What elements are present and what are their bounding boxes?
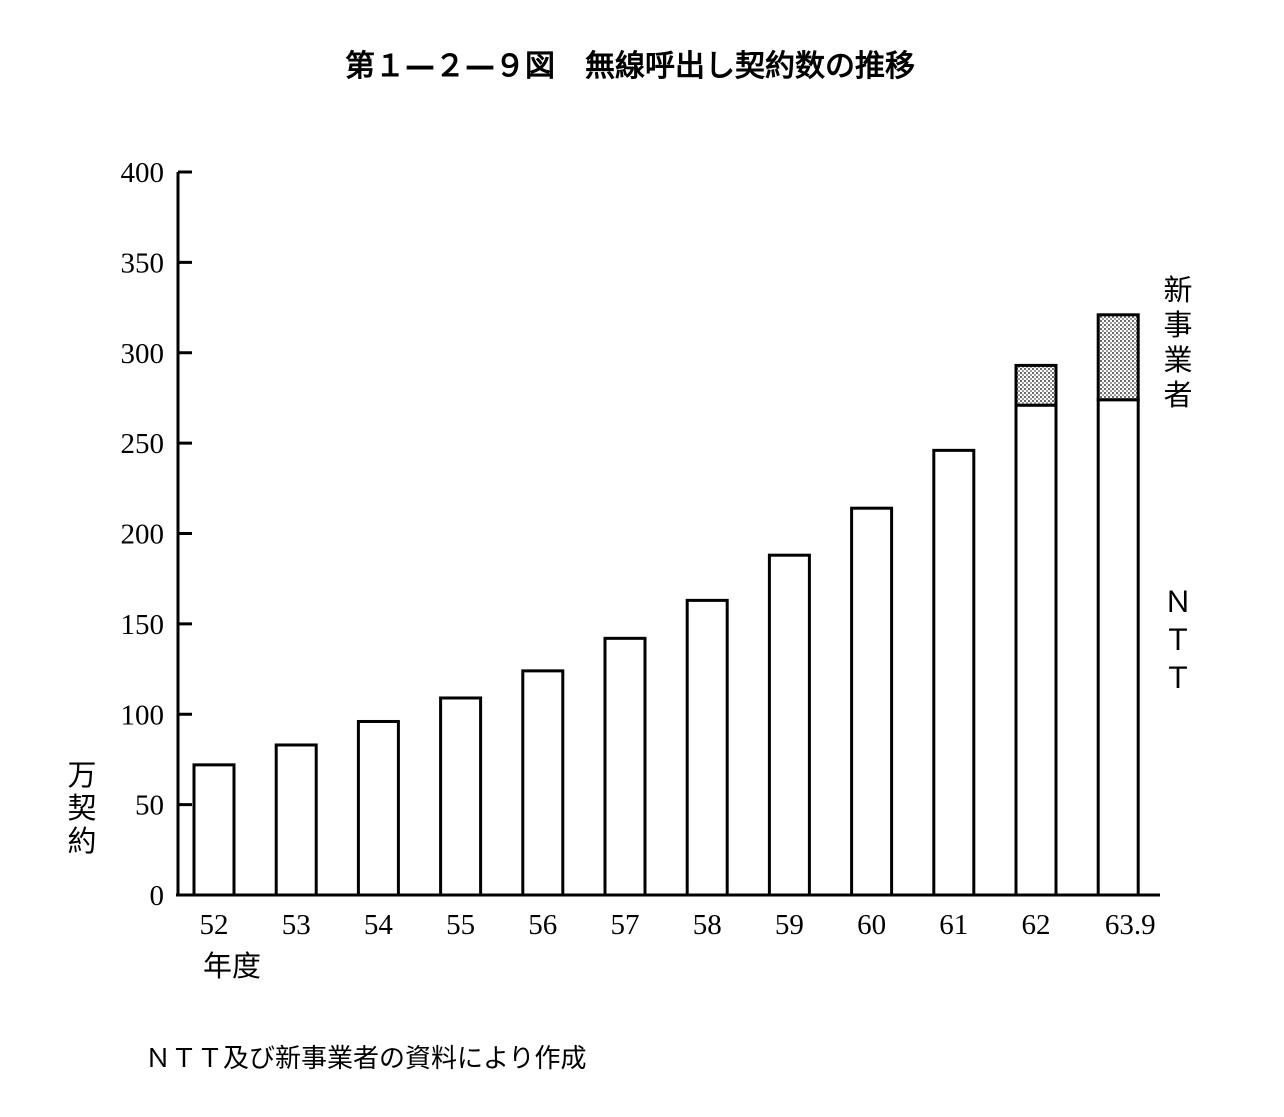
- bar-ntt-63.9: [1096, 398, 1140, 897]
- x-tick-label: 62: [1022, 909, 1051, 941]
- bar-new-operators-63.9: [1096, 313, 1140, 402]
- x-tick-label: 63.9: [1105, 909, 1156, 941]
- x-ticks: 52 53 54 55 56 57 58 59 60 61 62 63.9: [200, 909, 1156, 941]
- y-axis-label: 万契約: [67, 760, 96, 858]
- x-tick-label: 52: [200, 909, 229, 941]
- x-tick-label: 54: [364, 909, 394, 941]
- x-tick-label: 53: [282, 909, 311, 941]
- bar-ntt-60: [850, 506, 894, 897]
- bar-ntt-62: [1014, 403, 1058, 897]
- bar-ntt-61: [932, 448, 976, 897]
- x-tick-label: 61: [939, 909, 968, 941]
- legend-label-new-operators: 新事業者: [1163, 274, 1192, 412]
- y-tick-label: 50: [135, 790, 164, 822]
- x-tick-label: 57: [611, 909, 640, 941]
- bar-ntt-53: [274, 743, 318, 897]
- y-tick-label: 250: [121, 428, 165, 460]
- bar-ntt-57: [603, 636, 647, 897]
- y-tick-label: 400: [121, 157, 165, 189]
- x-tick-label: 59: [775, 909, 804, 941]
- legend-label-ntt: ＮＴＴ: [1163, 585, 1192, 695]
- bar-ntt-55: [439, 696, 483, 897]
- y-ticks: 0 50 100 150 200 250 300 350 400: [121, 157, 192, 912]
- axes: [176, 172, 1160, 897]
- x-tick-label: 55: [446, 909, 475, 941]
- source-note: ＮＴＴ及び新事業者の資料により作成: [145, 1044, 586, 1074]
- y-tick-label: 150: [121, 609, 165, 641]
- y-tick-label: 200: [121, 519, 165, 551]
- chart-title: 第１—２—９図 無線呼出し契約数の推移: [345, 49, 915, 84]
- bars: [192, 313, 1140, 897]
- bar-ntt-59: [767, 553, 811, 897]
- y-tick-label: 300: [121, 338, 165, 370]
- bar-new-operators-62: [1014, 363, 1058, 407]
- x-tick-label: 56: [528, 909, 557, 941]
- bar-ntt-54: [356, 719, 400, 897]
- bar-ntt-58: [685, 598, 729, 897]
- bar-ntt-56: [521, 669, 565, 897]
- y-tick-label: 350: [121, 247, 165, 279]
- x-tick-label: 58: [693, 909, 722, 941]
- y-tick-label: 100: [121, 699, 165, 731]
- x-axis-label: 年度: [203, 950, 261, 983]
- x-tick-label: 60: [857, 909, 886, 941]
- bar-ntt-52: [192, 763, 236, 897]
- y-tick-label: 0: [150, 880, 165, 912]
